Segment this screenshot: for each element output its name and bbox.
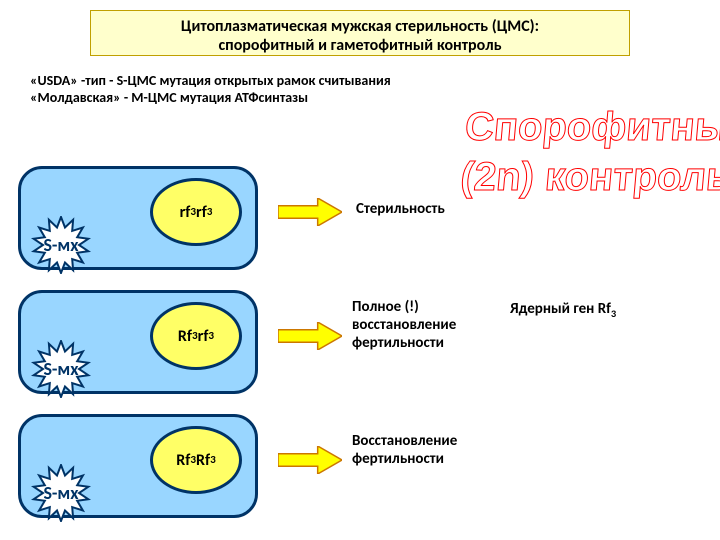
title-line2: спорофитный и гаметофитный контроль — [103, 36, 617, 55]
nucleus-oval-2: Rf3Rf3 — [150, 426, 242, 494]
mitochondria-starburst-1: S-мх — [22, 340, 100, 398]
arrow-2 — [278, 446, 342, 474]
arrow-1 — [278, 322, 342, 350]
mitochondria-label-2: S-мх — [22, 482, 100, 504]
title-line1: Цитоплазматическая мужская стерильность … — [103, 17, 617, 36]
mitochondria-label-0: S-мх — [22, 234, 100, 256]
desc-line2: «Молдавская» - M-ЦМС мутация АТФсинтазы — [30, 89, 391, 106]
watermark-line1: Спорофитный — [463, 105, 720, 149]
nucleus-oval-1: Rf3rf3 — [150, 302, 242, 370]
desc-line1: «USDA» -тип - S-ЦМС мутация открытых рам… — [30, 72, 391, 89]
description: «USDA» -тип - S-ЦМС мутация открытых рам… — [30, 72, 391, 106]
nucleus-oval-0: rf3rf3 — [150, 178, 242, 246]
mitochondria-starburst-2: S-мх — [22, 464, 100, 522]
result-text-0: Стерильность — [356, 200, 445, 218]
gene-label: Ядерный ген Rf3 — [510, 300, 616, 320]
watermark-line2: (2n) контроль — [459, 155, 720, 199]
result-text-1: Полное (!)восстановлениефертильности — [352, 298, 456, 352]
title-box: Цитоплазматическая мужская стерильность … — [90, 10, 630, 56]
mitochondria-starburst-0: S-мх — [22, 216, 100, 274]
mitochondria-label-1: S-мх — [22, 358, 100, 380]
result-text-2: Восстановлениефертильности — [352, 432, 457, 468]
watermark-text: Спорофитный (2n) контроль — [456, 96, 720, 231]
arrow-0 — [278, 198, 342, 226]
